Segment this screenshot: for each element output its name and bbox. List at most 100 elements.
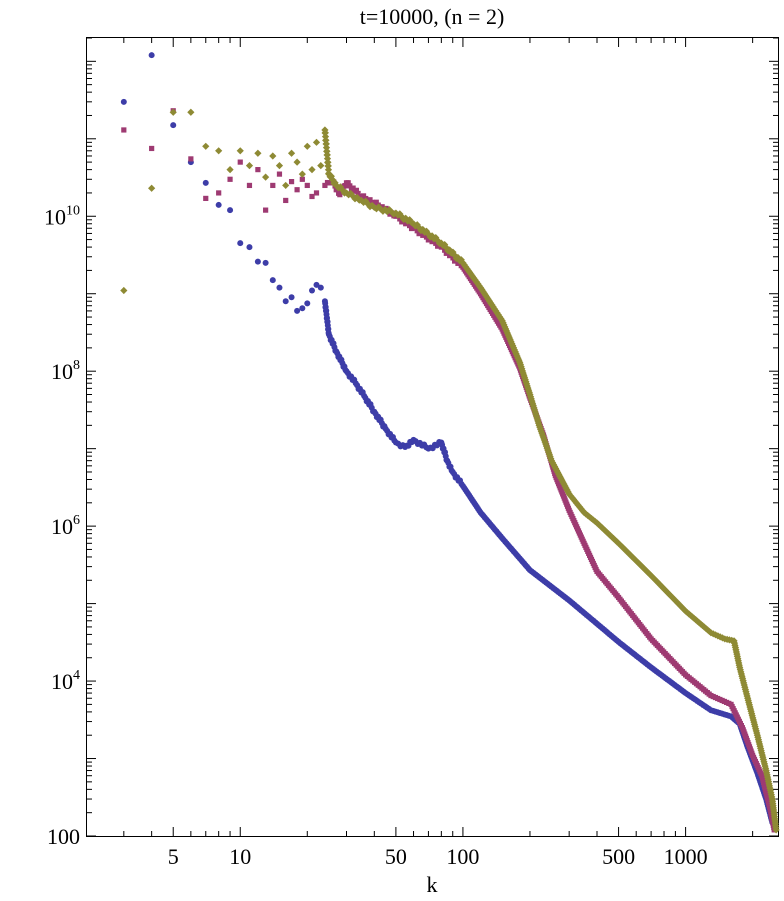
series-3-point bbox=[269, 152, 277, 160]
y-tick-label: 106 bbox=[51, 513, 80, 539]
series-3-point bbox=[324, 162, 332, 170]
series-2-point bbox=[342, 183, 348, 189]
series-3-point bbox=[424, 230, 432, 238]
series-2-point bbox=[255, 167, 261, 173]
series-2-point bbox=[299, 176, 305, 182]
series-2-point bbox=[450, 255, 456, 261]
series-3-point bbox=[336, 183, 344, 191]
series-1-point bbox=[237, 240, 244, 247]
series-2-point bbox=[216, 190, 222, 196]
series-3-point bbox=[338, 186, 347, 194]
series-2-point bbox=[227, 176, 233, 182]
series-1-point bbox=[227, 207, 234, 214]
series-2-point bbox=[423, 234, 430, 240]
series-3-point bbox=[331, 179, 339, 187]
series-2-point bbox=[373, 199, 379, 205]
y-tick-label: 1010 bbox=[44, 203, 80, 229]
x-tick-label: 50 bbox=[385, 844, 407, 869]
series-3-point bbox=[381, 205, 389, 214]
series-2-point bbox=[309, 193, 315, 200]
x-tick-label: 500 bbox=[602, 844, 635, 869]
series-3-point bbox=[442, 244, 450, 252]
series-2-point bbox=[442, 247, 448, 253]
series-3-point bbox=[262, 173, 270, 181]
series-2-point bbox=[149, 145, 155, 152]
data-series bbox=[120, 52, 780, 834]
series-2-point bbox=[353, 187, 360, 193]
series-3-point bbox=[215, 147, 223, 155]
x-tick-label: 5 bbox=[168, 844, 179, 869]
series-3-point bbox=[322, 144, 331, 152]
series-3-point bbox=[323, 151, 331, 159]
series-2-point bbox=[246, 182, 253, 189]
series-2-point bbox=[397, 216, 403, 222]
series-1-point bbox=[246, 244, 253, 251]
series-3-point bbox=[298, 170, 306, 178]
series-2-point bbox=[407, 222, 413, 229]
series-3-point bbox=[409, 220, 418, 228]
axis-ticks bbox=[87, 37, 778, 837]
series-2-point bbox=[304, 182, 310, 189]
series-2-point bbox=[283, 197, 289, 204]
series-3-point bbox=[323, 155, 332, 163]
series-1-point bbox=[313, 281, 320, 288]
y-tick-label: 108 bbox=[51, 358, 80, 384]
series-3-point bbox=[293, 158, 301, 166]
series-3-point bbox=[772, 826, 780, 834]
series-2-point bbox=[237, 159, 243, 165]
series-3-point bbox=[383, 208, 391, 216]
series-3-point bbox=[322, 136, 330, 144]
series-3-point bbox=[254, 149, 262, 157]
series-1-point bbox=[304, 300, 311, 307]
y-tick-labels: 100 104 106 108 1010 bbox=[44, 203, 80, 849]
x-tick-label: 1000 bbox=[664, 844, 708, 869]
series-2-point bbox=[433, 240, 439, 246]
series-3-point bbox=[321, 129, 329, 137]
y-tick-label: 100 bbox=[47, 824, 80, 849]
series-3-point bbox=[148, 184, 156, 192]
series-1-point bbox=[254, 258, 261, 265]
series-2-point bbox=[276, 171, 283, 177]
series-1-point bbox=[120, 98, 127, 105]
y-tick-label: 104 bbox=[51, 668, 80, 694]
x-tick-label: 100 bbox=[446, 844, 479, 869]
series-2-point bbox=[294, 187, 300, 193]
series-2-point bbox=[121, 127, 127, 133]
series-2-point bbox=[203, 195, 209, 202]
series-1-point bbox=[309, 287, 316, 294]
series-3-point bbox=[357, 196, 366, 205]
series-2-point bbox=[355, 190, 361, 197]
series-1-point bbox=[148, 52, 155, 59]
series-2-point bbox=[367, 197, 373, 203]
series-3-point bbox=[379, 207, 387, 215]
series-3-point bbox=[324, 166, 333, 174]
series-3-point bbox=[236, 147, 244, 155]
series-3-point bbox=[308, 166, 316, 174]
series-3-point bbox=[303, 142, 311, 150]
series-3-point bbox=[321, 132, 330, 141]
series-2-point bbox=[263, 207, 269, 213]
series-3-point bbox=[275, 162, 284, 170]
series-1-point bbox=[215, 201, 222, 208]
series-3-point bbox=[434, 236, 442, 245]
series-3-point bbox=[419, 225, 427, 234]
series-2-point bbox=[350, 185, 356, 191]
series-2-point bbox=[288, 179, 295, 185]
series-3-point bbox=[368, 201, 376, 210]
series-2-point bbox=[379, 204, 385, 210]
series-3-point bbox=[375, 203, 383, 211]
series-3-point bbox=[202, 142, 210, 150]
series-2-point bbox=[347, 183, 353, 189]
series-2-point bbox=[188, 156, 194, 162]
series-1-point bbox=[299, 305, 306, 312]
series-3-point bbox=[312, 138, 321, 146]
series-1-point bbox=[288, 294, 295, 301]
series-3-point bbox=[342, 189, 351, 197]
series-1-point bbox=[170, 122, 177, 129]
plot-frame bbox=[86, 37, 779, 837]
series-3-point bbox=[449, 248, 457, 256]
series-3-point bbox=[362, 197, 370, 205]
series-3-point bbox=[282, 181, 290, 190]
series-1-point bbox=[294, 307, 301, 314]
x-tick-labels: 5 10 50 100 500 1000 bbox=[168, 844, 708, 869]
